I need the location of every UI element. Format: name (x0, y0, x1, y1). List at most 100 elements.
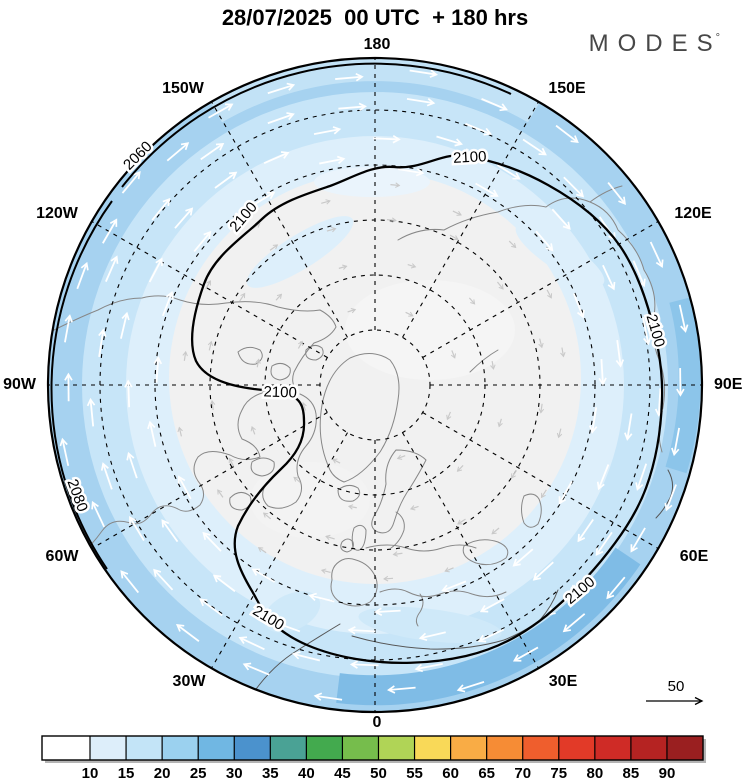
wind-arrow (338, 102, 367, 112)
interior-wind-arrow (508, 240, 517, 249)
shading-patch (314, 167, 430, 197)
wind-arrow (632, 260, 646, 288)
wind-arrow (242, 662, 270, 676)
wind-arrow (120, 311, 130, 339)
interior-wind-arrow (297, 340, 303, 349)
wind-arrow (200, 142, 225, 161)
wind-arrow (562, 613, 586, 633)
wind-arrow (577, 518, 594, 543)
wind-arrow (555, 124, 579, 144)
interior-wind-arrow (390, 182, 401, 188)
wind-arrow (147, 420, 157, 447)
interior-wind-arrow (450, 350, 457, 359)
colorbar-cell (486, 736, 523, 760)
coastline-north-america (49, 295, 337, 554)
coastline-italy (415, 593, 424, 627)
coastline-scandinavia (371, 449, 427, 534)
wind-arrow (595, 531, 613, 557)
lon-label-120e: 120E (674, 205, 712, 222)
wind-arrow (671, 427, 681, 457)
coastline-novaya-zemlya (469, 349, 499, 373)
wind-arrow (436, 135, 463, 147)
wind-arrow (319, 155, 346, 165)
shading-patch (246, 216, 354, 288)
colorbar-tick-label: 80 (586, 765, 603, 782)
coastline-arctic-island (237, 346, 263, 365)
wind-arrow (263, 151, 290, 164)
interior-wind-arrow (490, 360, 496, 370)
contour-2100 (190, 154, 664, 664)
colorbar-tick-label: 55 (406, 765, 423, 782)
interior-wind-arrow (257, 547, 267, 554)
interior-wind-arrow (269, 244, 279, 251)
wind-arrow (151, 197, 171, 221)
coastline-caspian-sea (521, 493, 542, 528)
vector-reference: 50 (646, 678, 704, 706)
colorbar-tick-label: 10 (82, 765, 99, 782)
coastline-arctic-island (270, 362, 291, 381)
wind-arrow (313, 126, 342, 135)
interior-wind-arrow (177, 426, 183, 437)
wind-arrow (465, 122, 493, 136)
coastline-mediterranean-north (379, 588, 507, 598)
interior-wind-arrow (301, 401, 307, 411)
longitude-line (211, 101, 348, 338)
coastline-hudson-bay (262, 393, 317, 509)
modes-logo: MODES° (589, 30, 720, 58)
longitude-line (402, 432, 539, 669)
interior-wind-arrow (457, 518, 466, 525)
shading-patch (358, 606, 502, 644)
interior-wind-arrow (396, 454, 406, 460)
colorbar-tick-label: 50 (370, 765, 387, 782)
colorbar-cell (234, 736, 271, 760)
wind-arrow (126, 451, 138, 479)
wind-arrow (635, 463, 648, 491)
wind-arrow (386, 685, 416, 694)
modes-logo-text: MODES (588, 30, 722, 57)
interior-wind-arrow (332, 458, 341, 464)
wind-arrow (251, 191, 276, 207)
wind-arrow (105, 255, 119, 282)
wind-arrow (606, 576, 626, 600)
colorbar-tick-label: 35 (262, 765, 279, 782)
contour-label-2100: 2100 (263, 383, 297, 401)
contour-label-2100: 2100 (453, 148, 487, 167)
interior-wind-arrow (538, 338, 544, 349)
contour-2080 (50, 200, 113, 570)
interior-wind-arrow (275, 293, 283, 301)
wind-arrow (166, 142, 190, 162)
longitude-line (422, 412, 659, 549)
interior-wind-arrow (556, 428, 563, 439)
wind-arrow (76, 261, 89, 290)
wind-arrow (406, 97, 436, 107)
wind-arrow (397, 168, 425, 177)
wind-arrow (64, 314, 73, 343)
lon-label-0: 0 (373, 714, 382, 731)
colorbar-cell (162, 736, 199, 760)
wind-arrow (558, 480, 573, 505)
wind-arrow (100, 462, 113, 490)
interior-wind-arrow (293, 476, 301, 483)
wind-arrow (153, 355, 163, 383)
colorbar-cell (90, 736, 127, 760)
wind-arrow (214, 171, 238, 189)
coastline-east-asia (655, 469, 674, 519)
colorbar-tick-label: 60 (442, 765, 459, 782)
wind-arrow (373, 607, 401, 616)
wind-arrow (596, 464, 610, 491)
map-boundary (46, 56, 704, 714)
wind-arrow (193, 230, 212, 252)
interior-wind-arrow (217, 489, 224, 498)
interior-wind-arrow (182, 350, 188, 361)
shading-patch (336, 547, 641, 706)
lon-label-30e: 30E (549, 673, 578, 690)
colorbar-tick-label: 65 (478, 765, 495, 782)
interior-wind-arrow (449, 234, 459, 241)
wind-arrow (153, 568, 174, 591)
wind-arrow (238, 636, 265, 651)
interior-wind-vectors (177, 182, 566, 582)
colorbar-cell (306, 736, 343, 760)
wind-arrow (212, 574, 236, 593)
wind-arrow (522, 138, 547, 156)
